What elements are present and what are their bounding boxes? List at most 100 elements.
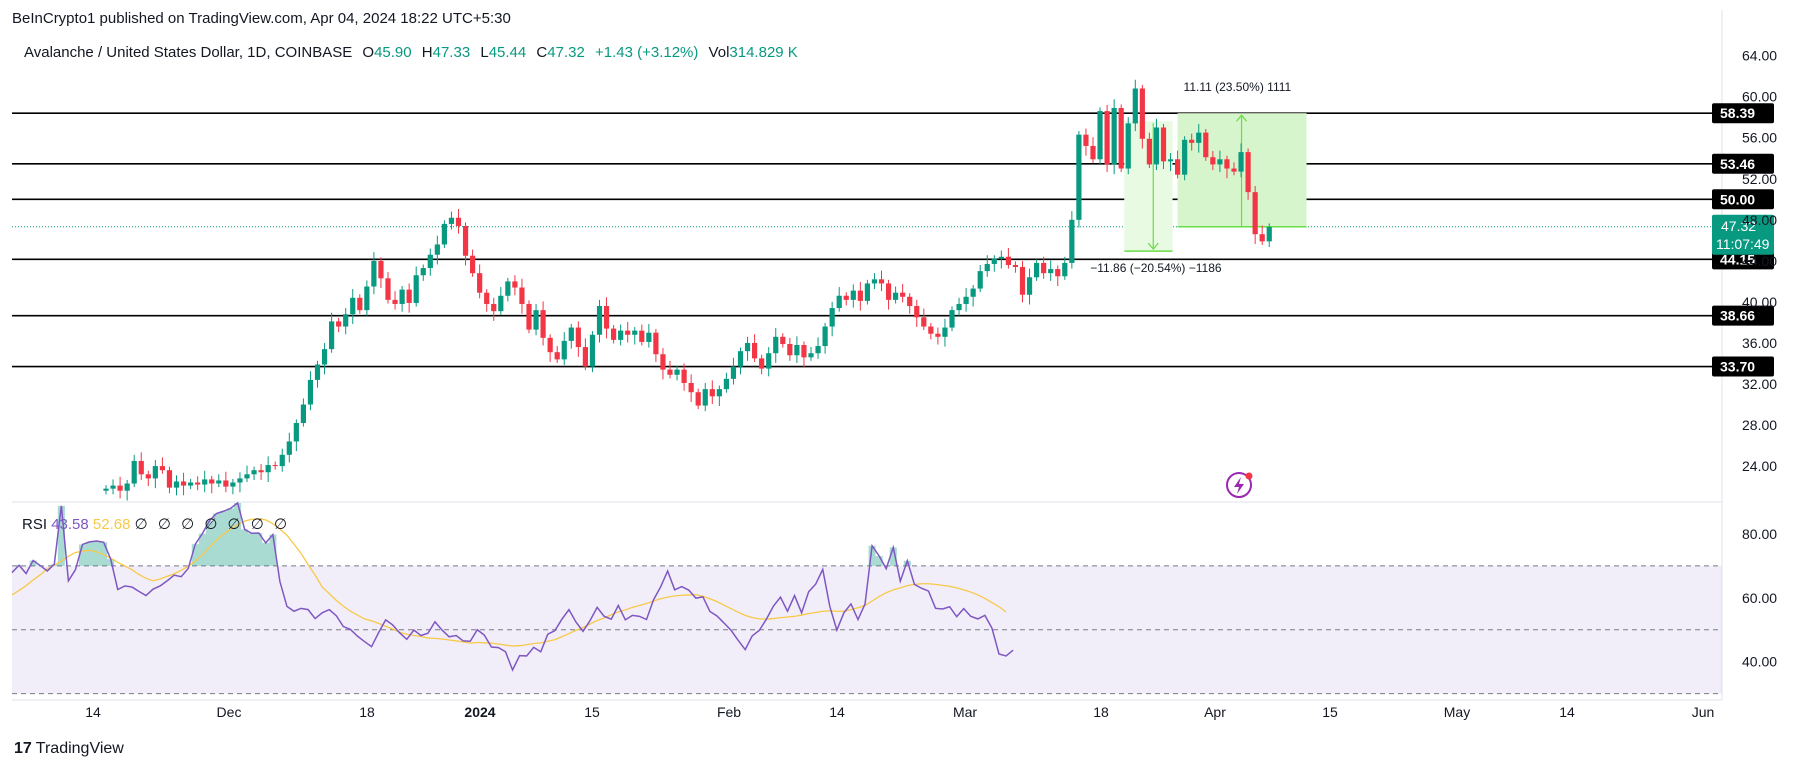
- rsi-empty-values: ∅ ∅ ∅ ∅ ∅ ∅ ∅: [134, 516, 291, 533]
- candle-body: [491, 303, 497, 312]
- candle-body: [244, 474, 250, 479]
- candle: [321, 342, 328, 375]
- candle-body: [1160, 127, 1167, 162]
- rsi-legend: RSI 43.58 52.68 ∅ ∅ ∅ ∅ ∅ ∅ ∅: [22, 515, 290, 533]
- symbol-title[interactable]: Avalanche / United States Dollar, 1D, CO…: [24, 44, 353, 61]
- time-tick-label: 18: [1093, 704, 1109, 720]
- candle-body: [921, 317, 927, 327]
- candle: [794, 336, 800, 363]
- candle: [230, 478, 236, 495]
- candle: [1104, 104, 1110, 173]
- candle-body: [815, 346, 821, 354]
- candle-body: [371, 260, 377, 287]
- candle-body: [321, 349, 328, 365]
- candle-body: [1224, 159, 1230, 169]
- candle-body: [1182, 139, 1188, 175]
- candle: [695, 388, 701, 410]
- candle: [188, 478, 194, 490]
- candle-body: [110, 485, 116, 489]
- candle-body: [709, 389, 715, 397]
- candle: [1259, 225, 1265, 245]
- price-tick-label: 36.00: [1742, 335, 1777, 351]
- candle: [956, 297, 962, 316]
- candle: [921, 308, 927, 331]
- footer-brand[interactable]: 17 TradingView: [14, 740, 124, 758]
- candle-body: [293, 422, 299, 442]
- candle: [1090, 137, 1096, 163]
- candle-body: [526, 303, 532, 330]
- time-tick-label: 15: [1322, 704, 1338, 720]
- candle: [744, 336, 751, 361]
- candle: [343, 308, 349, 335]
- level-price-label: 44.15: [1720, 251, 1755, 267]
- candle-body: [477, 273, 483, 293]
- candle: [885, 279, 892, 310]
- candle-body: [131, 460, 137, 484]
- candle-body: [166, 470, 173, 488]
- candle: [1083, 128, 1089, 156]
- candle: [279, 448, 285, 472]
- candle-body: [385, 278, 391, 300]
- candle-body: [1111, 107, 1117, 165]
- time-tick-label: Feb: [717, 704, 741, 720]
- candle: [216, 474, 222, 488]
- rsi-value: 43.58: [51, 516, 89, 533]
- price-tick-label: 52.00: [1742, 171, 1777, 187]
- candle-body: [928, 326, 934, 334]
- candle: [568, 323, 574, 349]
- candle-body: [399, 289, 405, 304]
- candle-body: [498, 295, 504, 312]
- candle: [759, 354, 765, 375]
- rsi-tick-label: 60.00: [1742, 590, 1777, 606]
- candle: [540, 301, 546, 346]
- candle-body: [462, 225, 469, 256]
- candle-body: [484, 292, 490, 304]
- candle: [709, 380, 715, 405]
- candle-body: [117, 485, 123, 491]
- rsi-ma-line: [11, 518, 1007, 647]
- candle-body: [1083, 134, 1089, 146]
- current-price-tag: [1712, 214, 1774, 255]
- candle-body: [209, 479, 215, 484]
- candle: [307, 371, 314, 411]
- candle-body: [575, 327, 581, 348]
- candle: [286, 432, 292, 463]
- candle: [878, 270, 885, 292]
- candle: [462, 222, 469, 266]
- level-price-tag: [1712, 356, 1774, 377]
- candle: [434, 235, 440, 265]
- candle-body: [1041, 262, 1047, 274]
- candle: [970, 284, 976, 307]
- candle: [1026, 268, 1033, 305]
- candle-body: [159, 466, 165, 471]
- candle-body: [350, 297, 356, 315]
- candle: [1041, 256, 1047, 279]
- candle-body: [843, 295, 849, 300]
- candle-body: [279, 454, 285, 467]
- candle-body: [1259, 234, 1265, 242]
- price-tick-label: 28.00: [1742, 417, 1777, 433]
- candle-body: [1005, 256, 1011, 265]
- candle-body: [237, 478, 243, 483]
- candle: [667, 360, 673, 379]
- candle-body: [695, 392, 701, 406]
- candle: [773, 328, 779, 363]
- candle: [1189, 133, 1195, 151]
- candle: [963, 288, 969, 312]
- candle: [399, 286, 405, 312]
- rsi-pane: [11, 501, 1722, 695]
- high-value: 47.33: [432, 44, 471, 61]
- candle-body: [829, 308, 835, 327]
- candle: [1231, 162, 1237, 176]
- candle-body: [512, 281, 518, 288]
- candle-body: [1231, 168, 1237, 172]
- price-tick-label: 48.00: [1742, 212, 1777, 228]
- candle-body: [145, 474, 151, 479]
- candle-body: [1118, 107, 1124, 169]
- candle: [1252, 185, 1258, 244]
- candle: [1217, 150, 1223, 173]
- candle: [1076, 131, 1082, 228]
- rsi-label[interactable]: RSI: [22, 516, 48, 533]
- candle: [653, 329, 659, 362]
